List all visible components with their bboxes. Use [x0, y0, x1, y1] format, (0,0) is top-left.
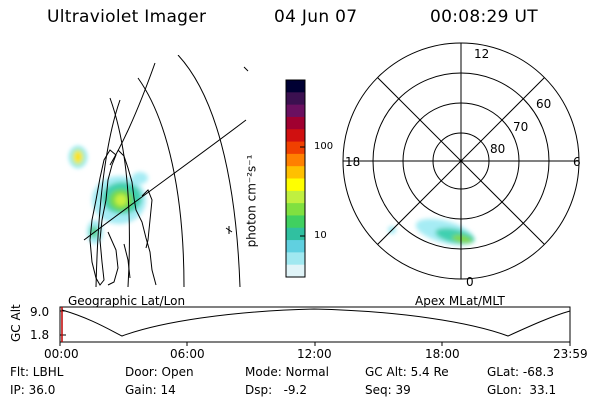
- geo-aurora-emission: [69, 146, 148, 244]
- colorbar-frame: [285, 79, 306, 278]
- time-tick-0600: 06:00: [170, 347, 205, 361]
- geo-panel-title: Geographic Lat/Lon: [68, 294, 186, 308]
- altitude-plot: [59, 306, 571, 346]
- lat-label-70: 70: [513, 120, 529, 134]
- status-glat: GLat: -68.3: [487, 365, 554, 379]
- colorbar-tick-100: 100: [314, 141, 334, 152]
- colorbar-segment: [286, 190, 305, 204]
- colorbar-segment: [286, 203, 305, 217]
- geo-coastline: [89, 149, 157, 286]
- colorbar-segment: [286, 215, 305, 229]
- colorbar-segment: [286, 264, 305, 278]
- colorbar-segment: [286, 80, 305, 93]
- polar-grid: [342, 42, 580, 280]
- time-label: 00:08:29 UT: [430, 7, 538, 27]
- status-mode: Mode: Normal: [245, 365, 329, 379]
- colorbar-segment: [286, 141, 305, 155]
- geo-grid-lines: [83, 55, 249, 287]
- lat-label-80: 80: [490, 142, 506, 156]
- status-flt: Flt: LBHL: [10, 365, 64, 379]
- colorbar-segment: [286, 129, 305, 143]
- status-seq: Seq: 39: [365, 383, 411, 397]
- colorbar-segment: [286, 227, 305, 241]
- colorbar-segment: [286, 92, 305, 106]
- status-ip: IP: 36.0: [10, 383, 56, 397]
- colorbar-segment: [286, 178, 305, 192]
- time-tick-0000: 00:00: [44, 347, 79, 361]
- status-door: Door: Open: [125, 365, 194, 379]
- altitude-tick-1-8: 1.8: [30, 328, 50, 342]
- altitude-tick-9: 9.0: [30, 305, 50, 319]
- date-label: 04 Jun 07: [274, 7, 358, 27]
- status-dsp: Dsp: -9.2: [245, 383, 308, 397]
- colorbar-segment: [286, 116, 305, 130]
- colorbar-unit-label: photon cm⁻²s⁻¹: [244, 154, 259, 248]
- mlt-label-18: 18: [345, 155, 361, 169]
- colorbar-segment: [286, 252, 305, 266]
- mlt-label-12: 12: [474, 47, 490, 61]
- mlt-label-0: 0: [466, 275, 474, 289]
- colorbar-tick-10: 10: [314, 230, 327, 241]
- mlt-label-6: 6: [573, 155, 581, 169]
- colorbar-segment: [286, 240, 305, 253]
- time-tick-1800: 18:00: [425, 347, 460, 361]
- instrument-title: Ultraviolet Imager: [47, 7, 207, 27]
- colorbar-segment: [286, 166, 305, 180]
- polar-aurora-emission: [388, 218, 475, 246]
- status-gain: Gain: 14: [125, 383, 176, 397]
- time-tick-2359: 23:59: [553, 347, 588, 361]
- lat-label-60: 60: [536, 97, 552, 111]
- polar-panel-title: Apex MLat/MLT: [415, 294, 505, 308]
- colorbar-segment: [286, 104, 305, 118]
- time-tick-1200: 12:00: [297, 347, 332, 361]
- altitude-axis-label: GC Alt: [9, 304, 23, 342]
- colorbar-segment: [286, 153, 305, 167]
- status-gcalt: GC Alt: 5.4 Re: [365, 365, 449, 379]
- colorbar: [285, 79, 306, 278]
- status-glon: GLon: 33.1: [487, 383, 557, 397]
